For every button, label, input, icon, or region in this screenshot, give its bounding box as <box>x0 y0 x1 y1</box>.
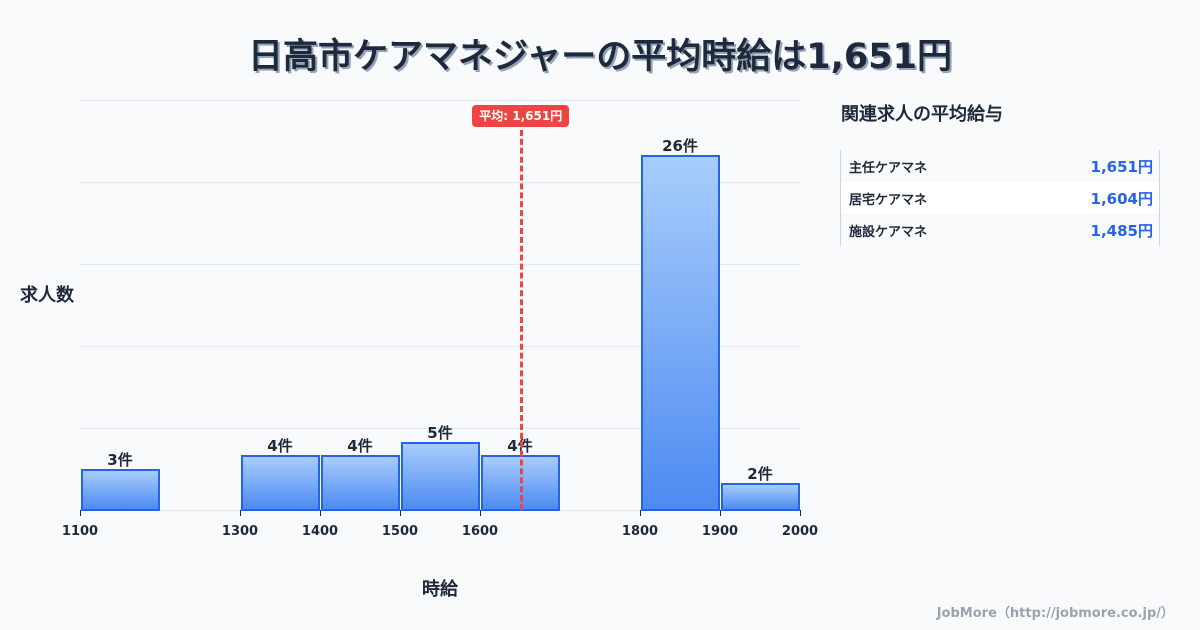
related-salary-panel: 関連求人の平均給与 主任ケアマネ 1,651円 居宅ケアマネ 1,604円 施設… <box>840 100 1170 246</box>
bar-count-label: 2件 <box>747 464 773 483</box>
related-salary-table: 主任ケアマネ 1,651円 居宅ケアマネ 1,604円 施設ケアマネ 1,485… <box>840 150 1160 246</box>
histogram-chart: 3件 4件 4件 5件 4件 26件 2件 1100 1300 1400 1500 1600 1800… <box>20 100 819 600</box>
y-axis-title: 求人数 <box>20 285 74 306</box>
x-tick-label: 1100 <box>61 524 99 539</box>
histogram-bar <box>721 482 800 511</box>
histogram-bar <box>321 455 400 511</box>
x-tick-mark <box>400 510 401 516</box>
histogram-bar <box>81 469 160 511</box>
related-row: 施設ケアマネ 1,485円 <box>841 214 1159 246</box>
related-salary-title: 関連求人の平均給与 <box>841 104 1003 125</box>
related-row-value: 1,651円 <box>1090 157 1153 176</box>
x-tick-mark <box>640 510 641 516</box>
x-tick-label: 1900 <box>701 524 739 539</box>
related-row: 主任ケアマネ 1,651円 <box>841 150 1159 182</box>
related-row: 居宅ケアマネ 1,604円 <box>841 182 1159 214</box>
x-tick-label: 1400 <box>301 524 339 539</box>
gridline <box>80 264 800 265</box>
x-tick-label: 1800 <box>621 524 659 539</box>
x-tick-mark <box>720 510 721 516</box>
x-tick-mark <box>480 510 481 516</box>
related-row-name: 居宅ケアマネ <box>849 192 928 208</box>
gridline <box>80 428 800 429</box>
bar-count-label: 5件 <box>427 423 453 442</box>
x-tick-mark <box>800 510 801 516</box>
bar-count-label: 26件 <box>662 136 698 155</box>
x-tick-mark <box>80 510 81 516</box>
related-row-name: 主任ケアマネ <box>849 160 928 176</box>
bar-count-label: 4件 <box>347 437 373 456</box>
x-axis-title: 時給 <box>422 579 458 600</box>
histogram-bar <box>241 455 320 511</box>
related-row-value: 1,604円 <box>1090 189 1153 208</box>
histogram-bar <box>641 154 720 511</box>
bar-count-label: 3件 <box>107 451 133 469</box>
average-line <box>519 130 523 510</box>
histogram-bar <box>401 441 480 511</box>
average-badge: 平均: 1,651円 <box>472 105 570 127</box>
gridline <box>80 346 800 347</box>
related-row-name: 施設ケアマネ <box>849 224 928 240</box>
x-tick-mark <box>240 510 241 516</box>
gridline <box>80 182 800 183</box>
page-title: 日高市ケアマネジャーの平均時給は1,651円 <box>248 37 952 77</box>
gridline <box>80 100 800 101</box>
footer-credit: JobMore（http://jobmore.co.jp/） <box>936 606 1174 621</box>
x-tick-label: 2000 <box>781 524 819 539</box>
x-tick-label: 1300 <box>221 524 259 539</box>
x-tick-label: 1500 <box>381 524 419 539</box>
related-row-value: 1,485円 <box>1090 221 1153 240</box>
bar-count-label: 4件 <box>267 437 293 456</box>
x-tick-mark <box>320 510 321 516</box>
x-tick-label: 1600 <box>461 524 499 539</box>
